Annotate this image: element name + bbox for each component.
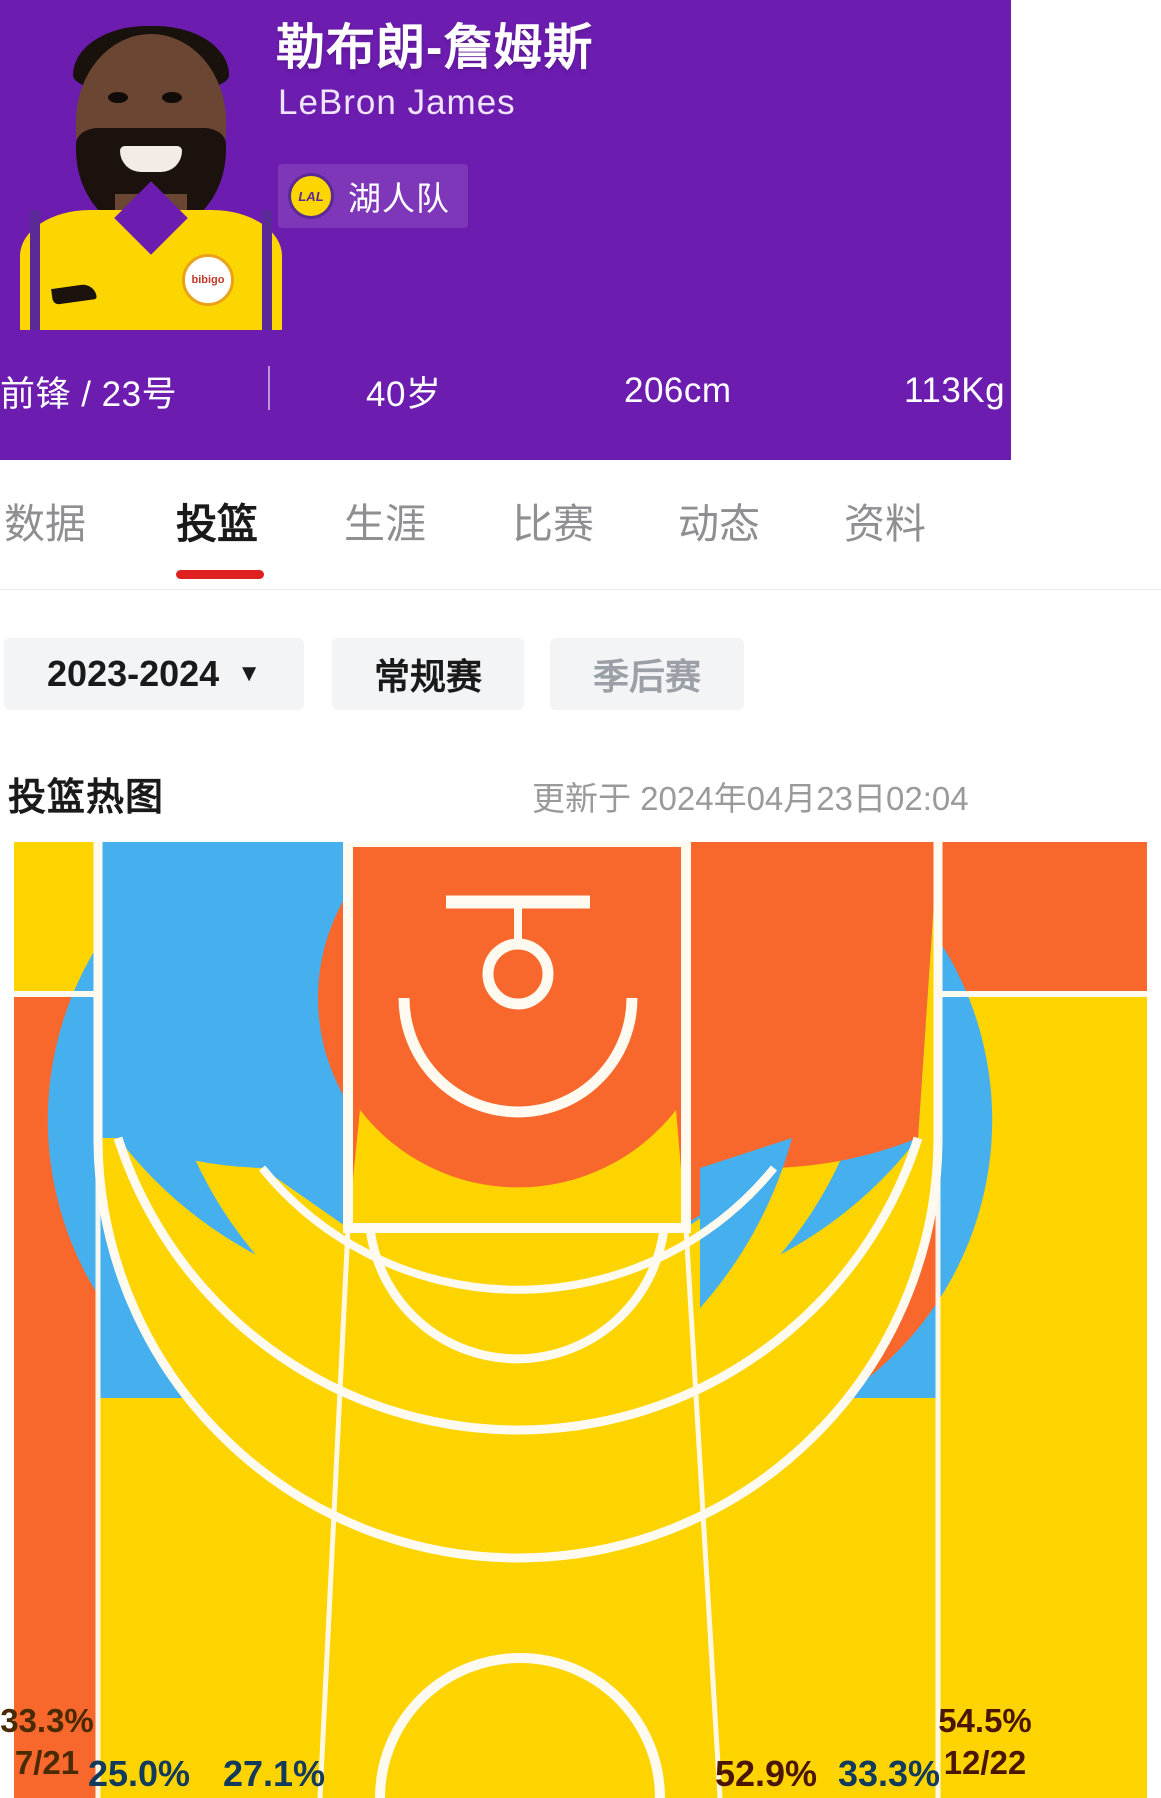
section-updated-time: 更新于 2024年04月23日02:04 — [532, 780, 969, 817]
avatar-mouth — [120, 146, 182, 172]
free-throw-circle — [365, 1227, 669, 1364]
player-height: 206cm — [624, 371, 732, 410]
zone-right-corner-3-pct: 54.5% — [938, 1702, 1032, 1739]
zone-left-corner-3 — [14, 842, 98, 994]
divider-right-ray — [683, 1227, 723, 1798]
season-selector-label: 2023-2024 — [47, 653, 220, 694]
sponsor-patch-icon: bibigo — [182, 254, 234, 306]
zone-left-corner-3-pct: 33.3% — [0, 1702, 94, 1739]
shot-chart-section-header: 投篮热图 更新于 2024年04月23日02:04 — [0, 740, 1161, 838]
avatar-eye-right — [162, 92, 182, 103]
zone-right-blue-pocket — [700, 1138, 792, 1308]
zone-right-orange-wedge — [686, 842, 938, 1224]
tab-profile[interactable]: 资料 — [844, 501, 926, 547]
key-rectangle — [343, 842, 691, 1233]
zone-right-wing-3-inner-pct: 52.9% — [715, 1753, 817, 1794]
section-title: 投篮热图 — [8, 777, 165, 819]
zone-left-wing-3-inner-pct: 27.1% — [223, 1753, 325, 1794]
zone-mid-left-fill — [186, 1138, 348, 1336]
shot-chart[interactable]: 33.3% 7/21 25.0% 6/24 27.1% 16/59 66.9% … — [0, 838, 1161, 1798]
lakers-logo-icon: LAL — [288, 173, 334, 219]
shot-chart-svg: 33.3% 7/21 25.0% 6/24 27.1% 16/59 66.9% … — [0, 842, 1147, 1798]
zone-left-wing-3-outer — [47, 842, 201, 1398]
three-point-arc-dup — [113, 1136, 923, 1435]
player-name-en: LeBron James — [278, 83, 516, 122]
divider-left-ray — [317, 1227, 351, 1798]
player-age: 40岁 — [366, 374, 442, 414]
tab-games[interactable]: 比赛 — [512, 501, 594, 547]
restricted-area-arc — [398, 997, 638, 1118]
player-weight: 113Kg — [904, 371, 1006, 410]
tab-feed[interactable]: 动态 — [678, 501, 760, 547]
zone-left-blue-wedge — [98, 842, 348, 1224]
zone-right-corner-3-ratio: 12/22 — [944, 1744, 1027, 1781]
season-selector[interactable]: 2023-2024 ▼ — [4, 638, 304, 710]
playoffs-button[interactable]: 季后赛 — [550, 638, 744, 710]
avatar-jersey-trim-left — [30, 210, 40, 330]
team-name: 湖人队 — [348, 180, 450, 217]
team-chip[interactable]: LAL 湖人队 — [278, 164, 468, 228]
zone-mid-right-fill — [686, 1138, 850, 1336]
player-name-cn: 勒布朗-詹姆斯 — [276, 21, 594, 75]
tab-shooting[interactable]: 投篮 — [176, 501, 258, 547]
player-stats-row: 前锋 / 23号 40岁 206cm 113Kg — [0, 356, 1011, 426]
avatar-jersey-trim-right — [262, 210, 272, 330]
zone-left-wing-3-outer-pct: 25.0% — [88, 1753, 190, 1794]
zone-right-corner-3 — [938, 842, 1147, 994]
zone-mid-blanket — [118, 1138, 918, 1558]
tab-career[interactable]: 生涯 — [344, 501, 426, 547]
chevron-down-icon: ▼ — [237, 660, 261, 687]
profile-header: bibigo 勒布朗-詹姆斯 LeBron James LAL 湖人队 前锋 /… — [0, 0, 1011, 460]
mid-range-arc — [258, 1165, 778, 1294]
filter-row: 2023-2024 ▼ 常规赛 季后赛 — [0, 620, 1161, 740]
player-position-number: 前锋 / 23号 — [0, 374, 178, 414]
tab-data[interactable]: 数据 — [4, 501, 86, 547]
tab-active-underline — [176, 570, 264, 579]
three-point-line — [93, 842, 943, 1563]
zone-right-wing-3-outer-pct: 33.3% — [838, 1753, 940, 1794]
zone-right-wing-3-outer — [840, 842, 993, 1398]
zone-left-corner-3-ratio: 7/21 — [15, 1744, 79, 1781]
stats-divider — [268, 366, 270, 410]
zone-labels: 33.3% 7/21 25.0% 6/24 27.1% 16/59 66.9% … — [0, 1702, 1032, 1798]
player-avatar: bibigo — [12, 0, 290, 330]
regular-season-button[interactable]: 常规赛 — [332, 638, 524, 710]
tab-bar: 数据 投篮 生涯 比赛 动态 资料 — [0, 460, 1161, 590]
center-circle-arc — [375, 1653, 665, 1798]
avatar-eye-left — [108, 92, 128, 103]
